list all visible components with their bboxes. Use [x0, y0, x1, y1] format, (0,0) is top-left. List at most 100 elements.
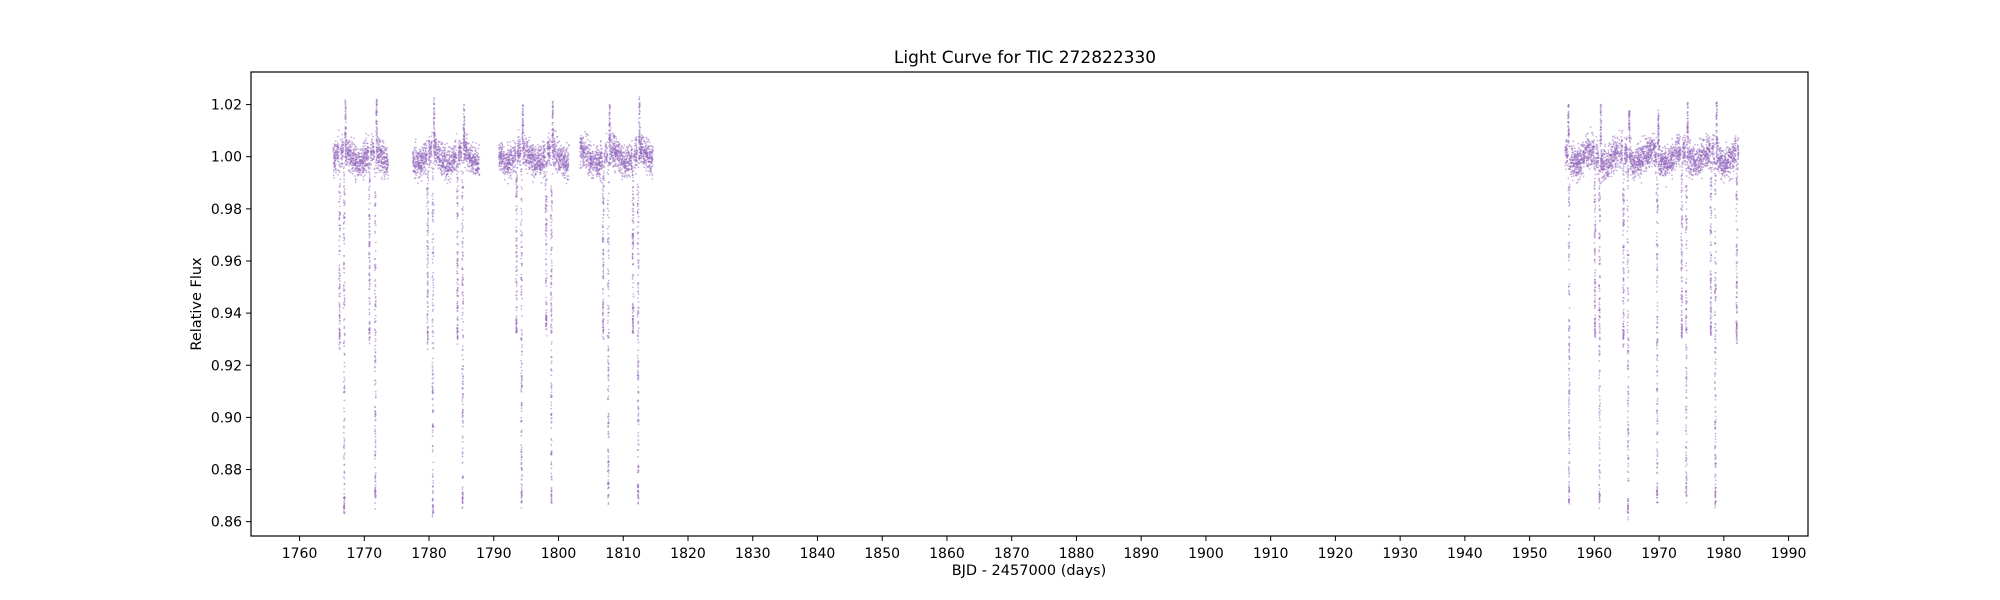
data-point — [355, 148, 358, 151]
data-point — [515, 274, 518, 277]
data-point — [372, 151, 375, 154]
data-point — [419, 172, 422, 174]
data-point — [439, 147, 442, 149]
data-point — [366, 150, 369, 153]
data-point — [1666, 143, 1669, 146]
data-point — [445, 177, 447, 180]
data-point — [649, 153, 651, 156]
data-points — [332, 96, 1740, 521]
data-point — [462, 358, 464, 361]
data-point — [564, 153, 567, 156]
data-point — [554, 165, 556, 168]
data-point — [591, 152, 594, 154]
data-point — [383, 149, 386, 152]
data-point — [428, 166, 430, 168]
data-point — [467, 148, 469, 151]
data-point — [648, 141, 651, 143]
data-point — [420, 174, 423, 177]
data-point — [470, 170, 473, 173]
data-point — [630, 162, 633, 165]
data-point — [337, 154, 340, 157]
data-point — [348, 165, 350, 167]
data-point — [512, 156, 515, 159]
data-point — [591, 164, 594, 166]
data-point — [618, 151, 621, 153]
data-point — [534, 164, 537, 166]
data-point — [415, 174, 418, 177]
data-point — [350, 141, 353, 144]
data-point — [416, 158, 419, 160]
data-point — [521, 297, 523, 300]
data-point — [527, 155, 530, 158]
data-point — [337, 174, 340, 176]
data-point — [461, 435, 464, 438]
data-point — [645, 150, 648, 153]
data-point — [580, 154, 583, 157]
data-point — [354, 164, 357, 167]
data-point — [537, 143, 539, 146]
data-point — [542, 160, 545, 163]
data-point — [379, 139, 382, 142]
data-point — [587, 174, 590, 177]
data-point — [582, 149, 585, 152]
data-point — [528, 166, 531, 168]
data-point — [447, 159, 450, 162]
data-point — [562, 172, 565, 175]
data-point — [506, 159, 508, 162]
data-point — [354, 177, 357, 180]
data-point — [634, 148, 636, 151]
data-point — [435, 141, 438, 144]
data-point — [337, 129, 340, 132]
data-point — [614, 162, 617, 165]
data-point — [540, 157, 543, 160]
data-point — [501, 157, 504, 160]
data-point — [620, 172, 623, 174]
data-point — [562, 163, 565, 165]
data-point — [362, 161, 365, 164]
data-point — [424, 173, 427, 176]
data-point — [555, 130, 557, 133]
data-point — [343, 454, 345, 456]
data-point — [430, 141, 433, 144]
data-point — [365, 139, 367, 142]
data-point — [651, 178, 654, 180]
data-point — [420, 180, 423, 182]
data-point — [449, 181, 452, 184]
data-point — [566, 178, 569, 181]
data-point — [465, 147, 468, 150]
data-point — [362, 175, 365, 178]
data-point — [418, 159, 421, 162]
data-point — [348, 143, 351, 146]
data-point — [366, 145, 369, 148]
data-point — [515, 247, 518, 250]
data-point — [454, 139, 457, 142]
data-point — [551, 209, 553, 212]
data-point — [386, 163, 389, 166]
data-point — [413, 148, 416, 151]
data-point — [585, 160, 588, 162]
data-point — [471, 157, 474, 160]
data-point — [339, 178, 342, 181]
data-point — [446, 182, 449, 185]
data-point — [586, 172, 589, 175]
data-point — [468, 152, 471, 154]
data-point — [521, 369, 523, 372]
data-point — [433, 152, 436, 155]
data-point — [615, 143, 617, 146]
data-point — [617, 164, 620, 167]
data-point — [336, 151, 339, 154]
data-point — [621, 148, 624, 150]
data-point — [588, 168, 591, 171]
data-point — [551, 264, 553, 267]
data-point — [378, 143, 381, 146]
data-point — [640, 149, 643, 152]
data-point — [442, 164, 445, 167]
data-point — [537, 146, 540, 149]
data-point — [643, 157, 646, 160]
data-point — [350, 160, 353, 162]
data-point — [636, 149, 639, 152]
data-point — [386, 159, 389, 161]
data-point — [547, 136, 550, 139]
data-point — [641, 160, 644, 163]
data-point — [424, 150, 427, 153]
